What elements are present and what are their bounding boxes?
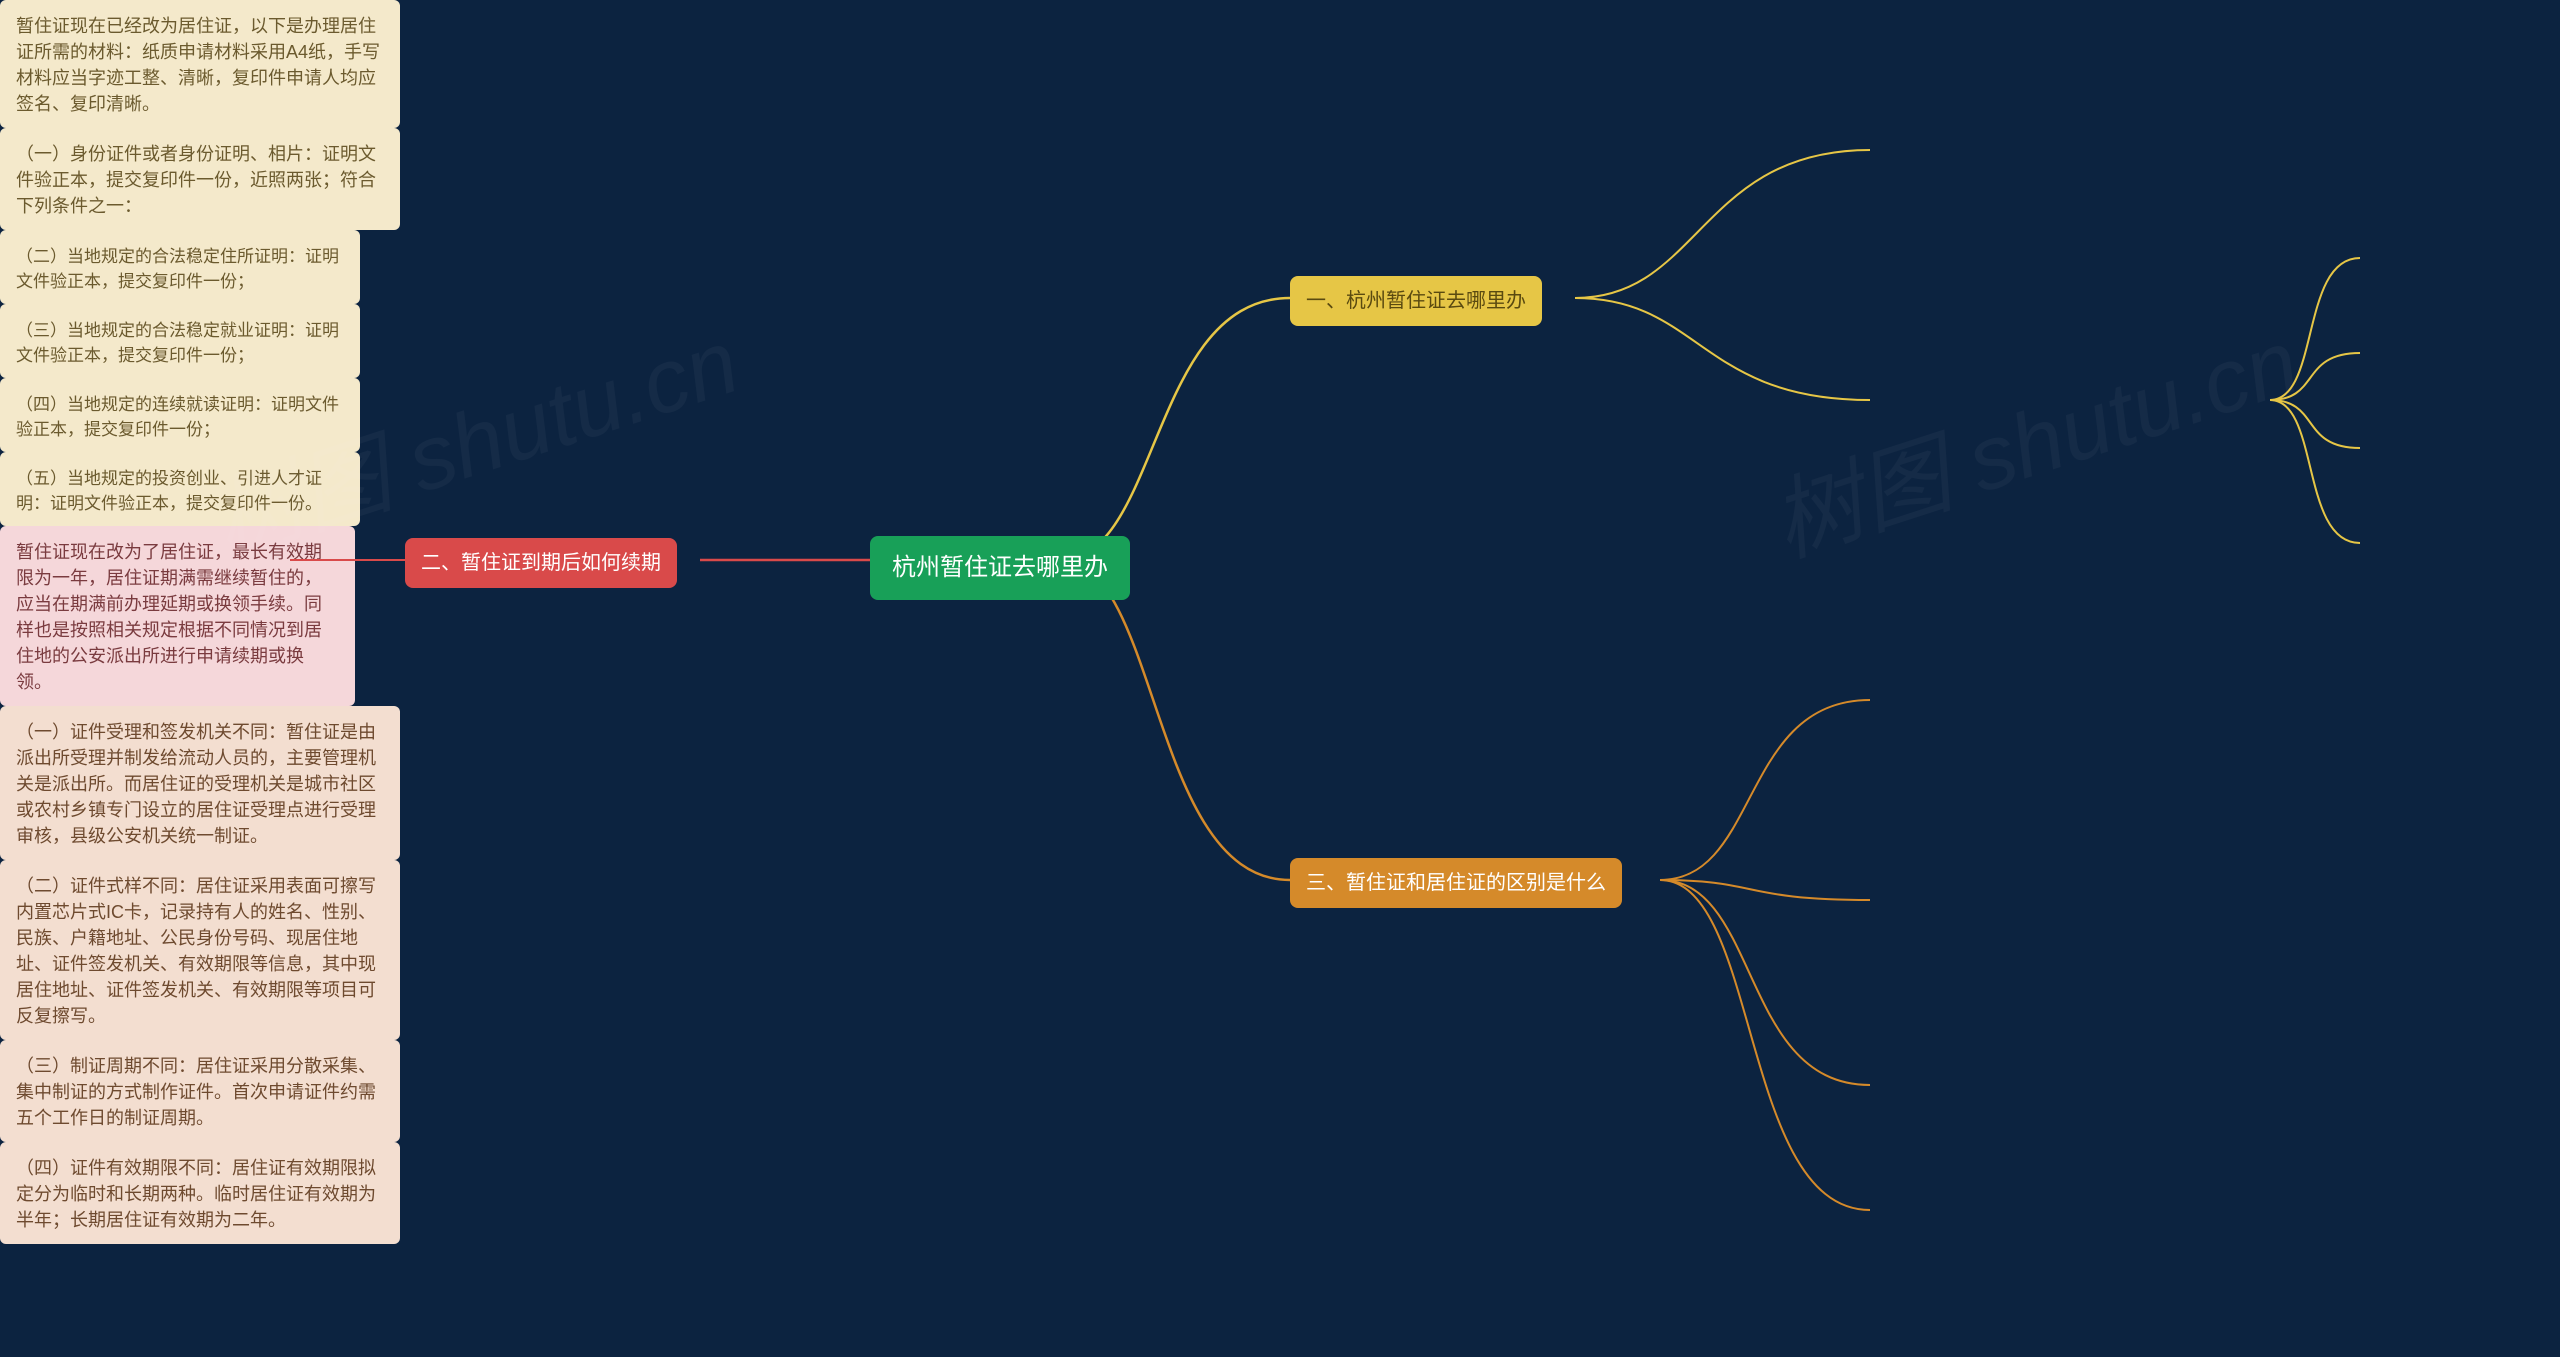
leaf-1b-text: （一）身份证件或者身份证明、相片：证明文件验正本，提交复印件一份，近照两张；符合… — [16, 144, 376, 216]
root-label: 杭州暂住证去哪里办 — [892, 554, 1108, 581]
leaf-1a[interactable]: 暂住证现在已经改为居住证，以下是办理居住证所需的材料：纸质申请材料采用A4纸，手… — [0, 0, 400, 128]
branch-2-label: 二、暂住证到期后如何续期 — [421, 552, 661, 574]
leaf-1b[interactable]: （一）身份证件或者身份证明、相片：证明文件验正本，提交复印件一份，近照两张；符合… — [0, 128, 400, 230]
leaf-3a-text: （一）证件受理和签发机关不同：暂住证是由派出所受理并制发给流动人员的，主要管理机… — [16, 722, 376, 846]
watermark-2: 树图 shutu.cn — [1753, 289, 2312, 581]
leaf-3d[interactable]: （四）证件有效期限不同：居住证有效期限拟定分为临时和长期两种。临时居住证有效期为… — [0, 1142, 400, 1244]
leaf-1b-sub1[interactable]: （二）当地规定的合法稳定住所证明：证明文件验正本，提交复印件一份； — [0, 230, 360, 304]
leaf-1b-sub3[interactable]: （四）当地规定的连续就读证明：证明文件验正本，提交复印件一份； — [0, 378, 360, 452]
root-node[interactable]: 杭州暂住证去哪里办 — [870, 536, 1130, 600]
leaf-3d-text: （四）证件有效期限不同：居住证有效期限拟定分为临时和长期两种。临时居住证有效期为… — [16, 1158, 376, 1230]
leaf-2a-text: 暂住证现在改为了居住证，最长有效期限为一年，居住证期满需继续暂住的，应当在期满前… — [16, 542, 322, 692]
leaf-1b-sub3-text: （四）当地规定的连续就读证明：证明文件验正本，提交复印件一份； — [16, 395, 339, 439]
leaf-1b-sub2[interactable]: （三）当地规定的合法稳定就业证明：证明文件验正本，提交复印件一份； — [0, 304, 360, 378]
leaf-3b[interactable]: （二）证件式样不同：居住证采用表面可擦写内置芯片式IC卡，记录持有人的姓名、性别… — [0, 860, 400, 1040]
leaf-2a[interactable]: 暂住证现在改为了居住证，最长有效期限为一年，居住证期满需继续暂住的，应当在期满前… — [0, 526, 355, 706]
leaf-3c-text: （三）制证周期不同：居住证采用分散采集、集中制证的方式制作证件。首次申请证件约需… — [16, 1056, 376, 1128]
branch-2[interactable]: 二、暂住证到期后如何续期 — [405, 538, 677, 588]
leaf-1b-sub1-text: （二）当地规定的合法稳定住所证明：证明文件验正本，提交复印件一份； — [16, 247, 339, 291]
leaf-1b-sub2-text: （三）当地规定的合法稳定就业证明：证明文件验正本，提交复印件一份； — [16, 321, 339, 365]
branch-3-label: 三、暂住证和居住证的区别是什么 — [1306, 872, 1606, 894]
leaf-3b-text: （二）证件式样不同：居住证采用表面可擦写内置芯片式IC卡，记录持有人的姓名、性别… — [16, 876, 376, 1026]
leaf-1b-sub4-text: （五）当地规定的投资创业、引进人才证明：证明文件验正本，提交复印件一份。 — [16, 469, 322, 513]
leaf-1b-sub4[interactable]: （五）当地规定的投资创业、引进人才证明：证明文件验正本，提交复印件一份。 — [0, 452, 360, 526]
branch-1-label: 一、杭州暂住证去哪里办 — [1306, 290, 1526, 312]
branch-3[interactable]: 三、暂住证和居住证的区别是什么 — [1290, 858, 1622, 908]
leaf-1a-text: 暂住证现在已经改为居住证，以下是办理居住证所需的材料：纸质申请材料采用A4纸，手… — [16, 16, 380, 114]
leaf-3c[interactable]: （三）制证周期不同：居住证采用分散采集、集中制证的方式制作证件。首次申请证件约需… — [0, 1040, 400, 1142]
leaf-3a[interactable]: （一）证件受理和签发机关不同：暂住证是由派出所受理并制发给流动人员的，主要管理机… — [0, 706, 400, 860]
branch-1[interactable]: 一、杭州暂住证去哪里办 — [1290, 276, 1542, 326]
